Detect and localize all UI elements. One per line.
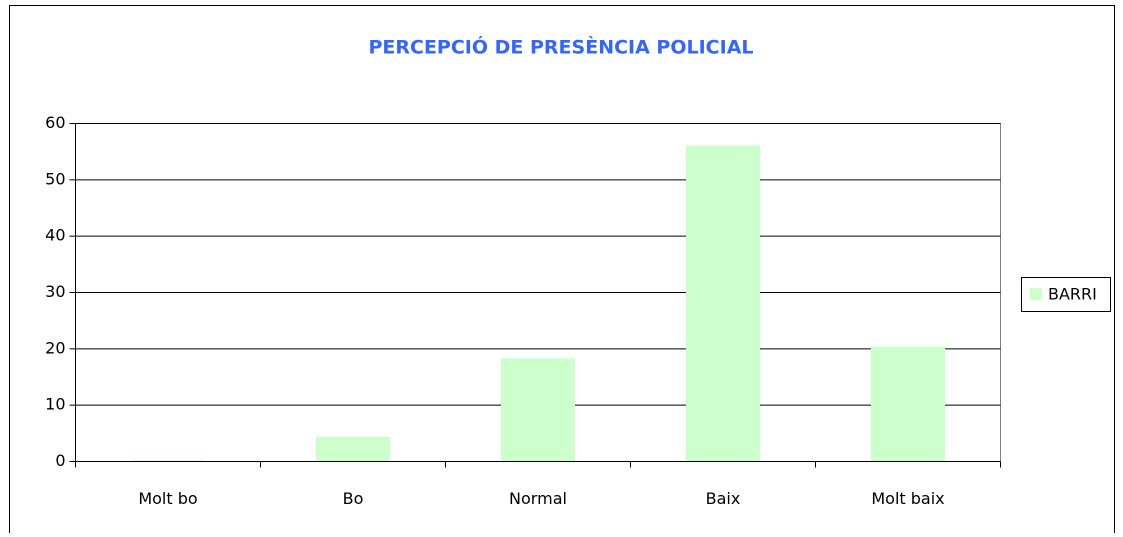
- bar: [316, 436, 390, 462]
- y-tick-label: 0: [55, 451, 65, 470]
- x-tick-label: Molt baix: [871, 489, 944, 508]
- bar: [871, 346, 945, 462]
- bar: [501, 358, 575, 462]
- y-tick-label: 60: [45, 113, 65, 132]
- x-tick-label: Normal: [509, 489, 567, 508]
- bar: [686, 145, 760, 462]
- y-tick-label: 20: [45, 338, 65, 357]
- x-tick-label: Molt bo: [138, 489, 197, 508]
- y-tick-label: 40: [45, 226, 65, 245]
- y-tick-label: 10: [45, 395, 65, 414]
- legend-swatch: [1030, 288, 1042, 300]
- y-tick-label: 30: [45, 282, 65, 301]
- x-tick-label: Baix: [706, 489, 741, 508]
- y-tick-label: 50: [45, 169, 65, 188]
- x-tick-label: Bo: [343, 489, 364, 508]
- chart-title: PERCEPCIÓ DE PRESÈNCIA POLICIAL: [368, 35, 753, 59]
- bar: [131, 460, 205, 462]
- legend-label: BARRI: [1048, 285, 1097, 304]
